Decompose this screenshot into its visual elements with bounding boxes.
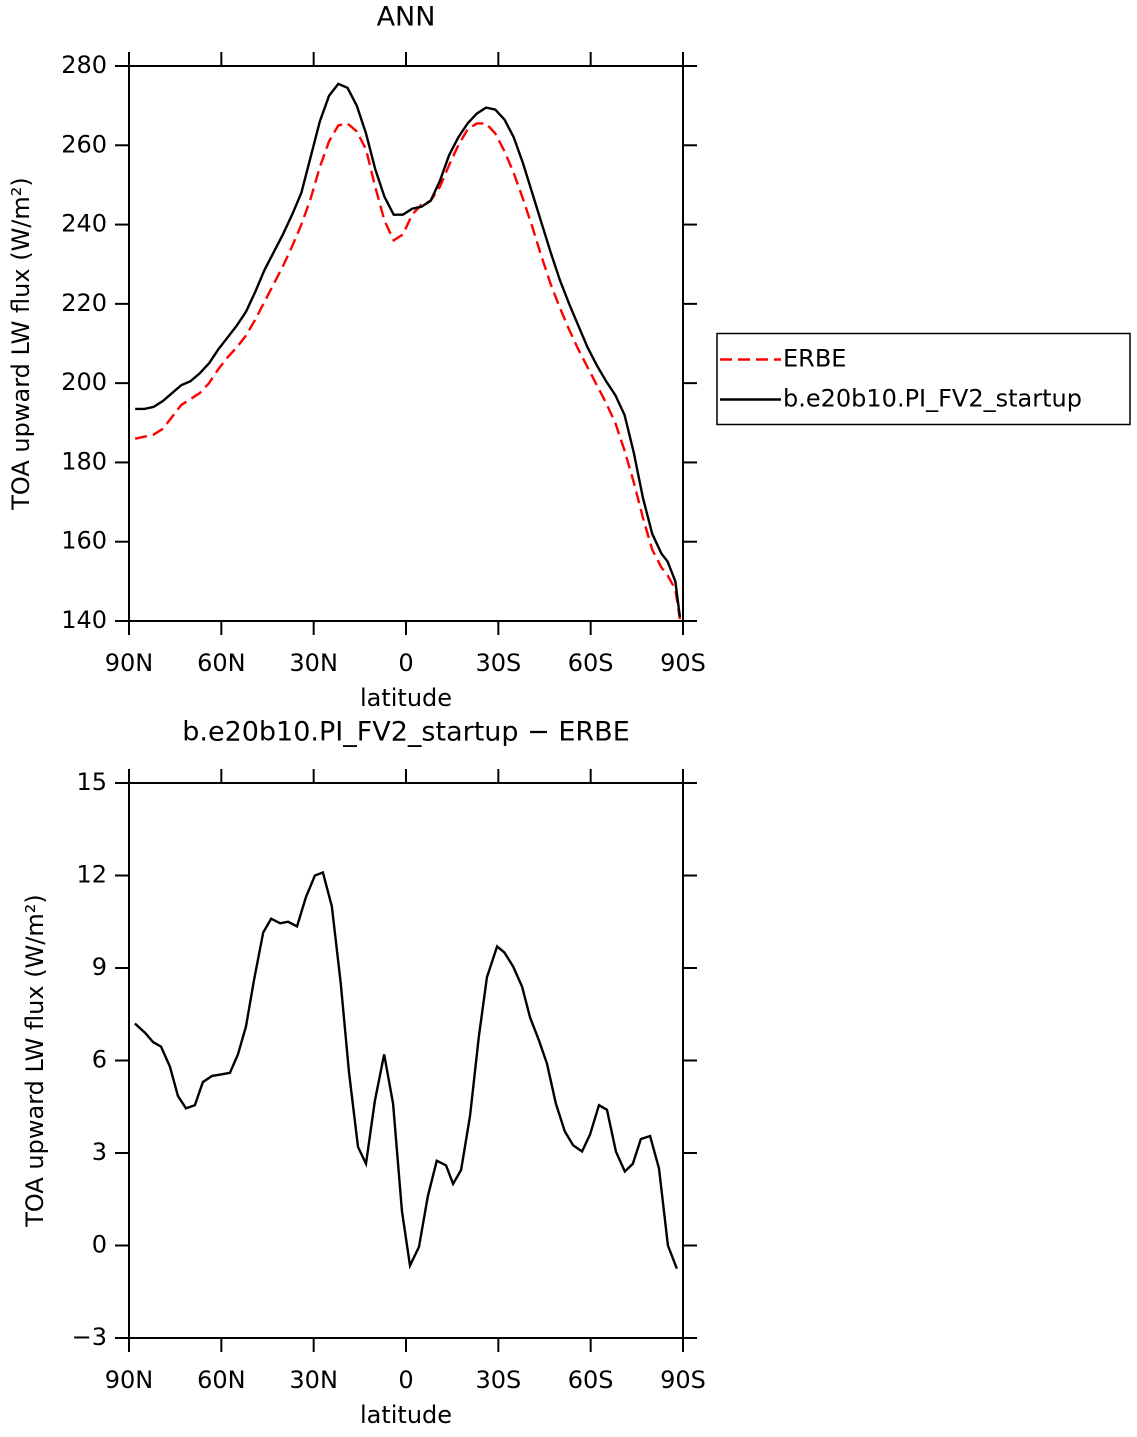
legend-label: ERBE [783,345,846,373]
x-tick-label: 60N [197,649,246,677]
y-tick-label: 220 [61,289,107,317]
x-tick-label: 90N [105,1366,154,1394]
y-tick-label: 6 [92,1046,107,1074]
plot-frame [128,65,684,622]
y-tick-label: 180 [61,447,107,475]
y-tick-label: 3 [92,1138,107,1166]
data-line [134,870,678,1270]
y-tick-label: 260 [61,130,107,158]
x-axis-label: latitude [360,1401,452,1429]
plot-frame [128,782,684,1339]
x-axis-label: latitude [360,684,452,712]
legend-box [716,332,1131,426]
y-tick-label: 12 [76,861,107,889]
x-tick-label: 30N [289,1366,338,1394]
x-tick-label: 30N [289,649,338,677]
y-tick-label: 240 [61,210,107,238]
y-tick-label: 200 [61,368,107,396]
y-axis-label: TOA upward LW flux (W/m²) [7,177,35,511]
legend-label: b.e20b10.PI_FV2_startup [783,385,1082,413]
x-tick-label: 90S [660,1366,706,1394]
y-axis-label: TOA upward LW flux (W/m²) [21,894,49,1228]
y-tick-label: 140 [61,606,107,634]
x-tick-label: 90S [660,649,706,677]
y-tick-label: 9 [92,953,107,981]
y-tick-label: 0 [92,1231,107,1259]
y-tick-label: −3 [72,1323,107,1351]
data-line [134,122,682,620]
x-tick-label: 0 [398,1366,413,1394]
data-line [135,82,682,618]
x-tick-label: 60S [568,1366,614,1394]
chart-title: ANN [377,2,436,33]
x-tick-label: 30S [475,1366,521,1394]
x-tick-label: 60S [568,649,614,677]
x-tick-label: 30S [475,649,521,677]
chart-title: b.e20b10.PI_FV2_startup − ERBE [182,717,630,748]
y-tick-label: 160 [61,527,107,555]
x-tick-label: 0 [398,649,413,677]
x-tick-label: 60N [197,1366,246,1394]
x-tick-label: 90N [105,649,154,677]
y-tick-label: 280 [61,51,107,79]
y-tick-label: 15 [76,768,107,796]
